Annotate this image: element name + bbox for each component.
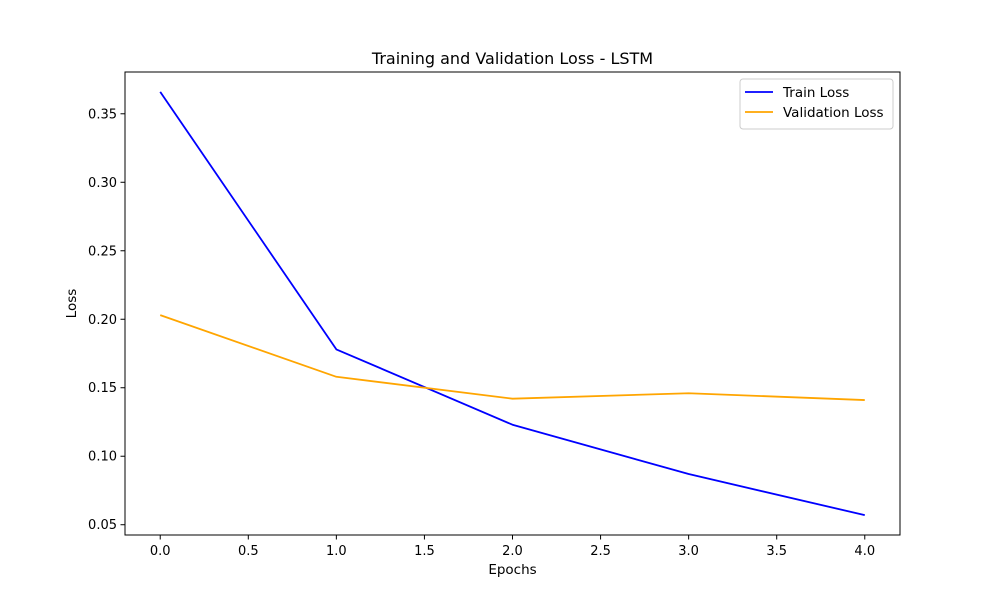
x-tick-label: 4.0: [854, 544, 875, 559]
plot-area: [124, 71, 901, 536]
series-group: [159, 91, 865, 517]
y-tick-label: 0.20: [88, 313, 117, 328]
axes-frame: [124, 71, 901, 536]
y-tick-label: 0.15: [88, 381, 117, 396]
x-tick-label: 2.0: [502, 544, 523, 559]
y-axis: 0.05 0.10 0.15 0.20 0.25 0.30 0.35: [88, 107, 125, 533]
y-axis-label: Loss: [64, 289, 80, 319]
chart-title: Training and Validation Loss - LSTM: [371, 49, 653, 68]
x-tick-label: 2.5: [590, 544, 611, 559]
x-tick-label: 1.0: [326, 544, 347, 559]
y-tick-label: 0.05: [88, 518, 117, 533]
legend-label: Train Loss: [782, 85, 849, 101]
y-tick-label: 0.25: [88, 244, 117, 259]
legend: Train Loss Validation Loss: [739, 78, 894, 130]
x-axis: 0.0 0.5 1.0 1.5 2.0 2.5 3.0 3.5 4.0: [150, 535, 875, 559]
x-tick-label: 3.5: [766, 544, 787, 559]
x-axis-label: Epochs: [488, 562, 536, 578]
series-line-0: [159, 91, 865, 517]
x-tick-label: 3.0: [678, 544, 699, 559]
series-line-1: [159, 314, 865, 401]
y-tick-label: 0.10: [88, 450, 117, 465]
legend-box: [739, 78, 894, 130]
x-tick-label: 0.5: [238, 544, 259, 559]
x-tick-label: 0.0: [150, 544, 171, 559]
legend-label: Validation Loss: [783, 105, 884, 121]
y-tick-label: 0.30: [88, 176, 117, 191]
x-tick-label: 1.5: [414, 544, 435, 559]
y-tick-label: 0.35: [88, 107, 117, 122]
